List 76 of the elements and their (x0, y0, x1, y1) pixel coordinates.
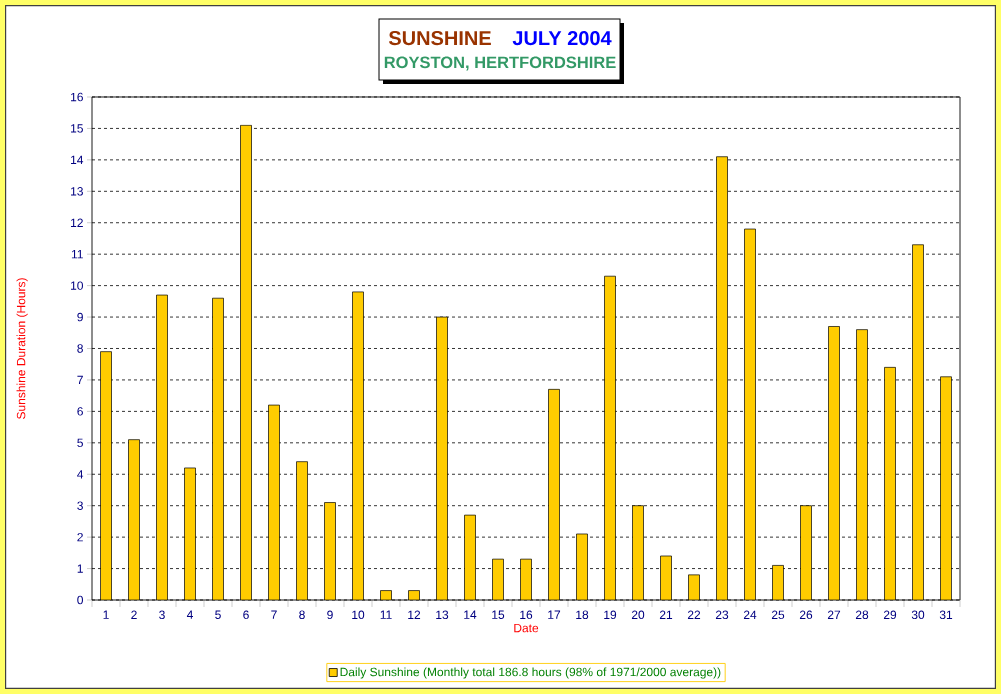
bar (800, 505, 812, 600)
y-tick-label: 11 (71, 250, 83, 259)
y-tick-label: 6 (77, 407, 83, 416)
y-tick-label: 1 (77, 564, 83, 573)
bar (212, 297, 224, 600)
x-tick-label: 11 (380, 610, 392, 619)
y-tick-label: 4 (77, 470, 84, 479)
x-tick-label: 4 (186, 610, 193, 619)
x-tick-label: 29 (883, 610, 897, 620)
y-tick-label: 10 (71, 281, 83, 290)
y-tick-label: 15 (71, 124, 83, 133)
bar (884, 367, 896, 600)
bar (184, 467, 196, 600)
y-tick-label: 9 (77, 312, 83, 322)
y-tick-label: 5 (77, 438, 83, 447)
y-tick-label: 8 (77, 344, 83, 353)
x-tick-label: 24 (743, 610, 757, 619)
bar (856, 329, 868, 600)
y-tick-label: 3 (77, 501, 83, 510)
y-tick-label: 13 (71, 187, 83, 196)
x-tick-label: 21 (659, 610, 673, 619)
x-tick-label: 28 (855, 610, 869, 620)
x-tick-label: 31 (939, 610, 953, 620)
x-tick-label: 17 (548, 610, 561, 619)
x-tick-label: 20 (631, 610, 645, 620)
x-tick-label: 13 (436, 610, 449, 620)
bar (128, 439, 140, 600)
legend-label: Daily Sunshine (Monthly total 186.8 hours (98% of 1971/2000 average)) (340, 667, 721, 679)
x-tick-label: 3 (159, 610, 165, 620)
bar (352, 291, 364, 600)
x-tick-label: 8 (299, 610, 305, 620)
x-tick-label: 15 (492, 610, 505, 619)
x-tick-label: 2 (131, 610, 137, 619)
x-tick-label: 5 (215, 610, 221, 619)
bar (912, 244, 924, 600)
y-tick-label: 2 (77, 532, 83, 542)
bar (436, 316, 448, 600)
y-tick-label: 16 (71, 92, 83, 102)
y-axis-title: Sunshine Duration (Hours) (16, 278, 28, 419)
chart-title: SUNSHINE (388, 31, 491, 46)
x-tick-label: 22 (687, 610, 701, 619)
text: JULY 2004 (512, 31, 612, 46)
bar (324, 502, 336, 600)
y-tick-label: 0 (77, 595, 83, 605)
bar (940, 376, 952, 600)
x-tick-label: 27 (827, 610, 841, 619)
y-tick-label: 7 (77, 375, 83, 385)
bar (268, 404, 280, 600)
bar (548, 389, 560, 600)
bar (716, 156, 728, 600)
bar (744, 228, 756, 600)
bar (156, 294, 168, 600)
y-tick-label: 12 (71, 218, 83, 227)
y-tick-label: 14 (71, 155, 84, 164)
x-tick-label: 19 (604, 610, 617, 620)
x-tick-label: 1 (103, 610, 109, 619)
x-tick-label: 26 (799, 610, 813, 620)
x-tick-label: 30 (911, 610, 925, 620)
x-tick-label: 25 (771, 610, 785, 620)
x-tick-label: 6 (243, 610, 249, 620)
chart-subtitle: ROYSTON, HERTFORDSHIRE (384, 56, 616, 71)
bar (240, 124, 252, 600)
x-tick-label: 16 (520, 610, 533, 620)
x-tick-label: 12 (408, 610, 421, 619)
x-tick-label: 14 (464, 610, 477, 619)
bar (100, 351, 112, 600)
x-tick-label: 23 (715, 610, 729, 620)
x-tick-label: 7 (271, 610, 277, 619)
x-axis-title: Date (514, 623, 539, 633)
x-tick-label: 10 (352, 610, 365, 620)
bar (828, 326, 840, 600)
x-tick-label: 18 (576, 610, 589, 620)
bar (296, 461, 308, 600)
bar (632, 505, 644, 600)
bar (604, 275, 616, 600)
x-tick-label: 9 (327, 610, 333, 620)
